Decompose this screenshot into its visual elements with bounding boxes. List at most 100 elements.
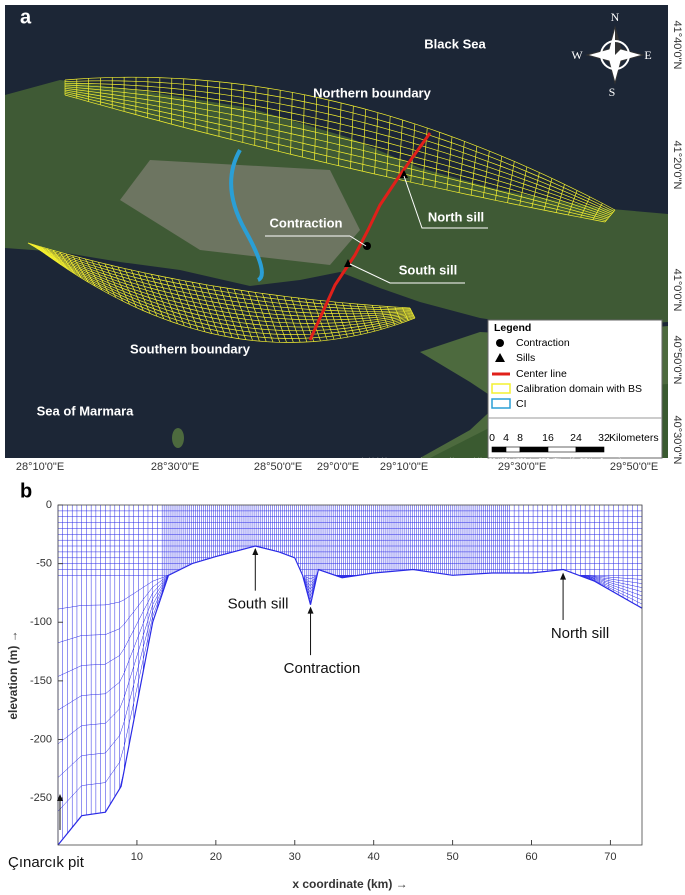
grid-cell-line	[374, 112, 379, 175]
grid-row-line	[32, 245, 413, 318]
grid-cell-line	[290, 92, 293, 155]
lon-label: 28°10'0"E	[16, 461, 64, 473]
grid-cell-line	[302, 94, 305, 158]
ci-river	[229, 149, 264, 282]
x-tick-label: 30	[289, 851, 301, 863]
y-tick-label: -50	[36, 558, 52, 570]
grid-row-line	[64, 82, 613, 214]
x-tick-label: 50	[446, 851, 458, 863]
grid-cell-line	[604, 209, 616, 223]
scale-tick: 8	[517, 432, 523, 444]
grid-cell-line	[338, 102, 342, 166]
map-urban	[120, 160, 360, 265]
x-tick-label: 20	[210, 851, 222, 863]
grid-cell-line	[495, 156, 503, 201]
grid-row-line	[36, 248, 414, 332]
lat-label: 41°20'0"N	[671, 141, 683, 190]
south-sill-marker	[344, 259, 352, 267]
grid-row-line	[27, 242, 411, 309]
grid-cell-line	[218, 81, 221, 137]
grid-row-line	[64, 86, 611, 216]
lon-label: 28°30'0"E	[151, 461, 199, 473]
compass-n: N	[611, 10, 620, 24]
grid-row-line	[64, 84, 612, 215]
lon-label: 29°50'0"E	[610, 461, 658, 473]
panel-label: a	[20, 6, 32, 28]
lon-labels: 28°10'0"E 28°30'0"E 28°50'0"E 29°0'0"E 29°10…	[16, 461, 658, 473]
grid-cell-line	[446, 136, 453, 191]
grid-cell-line	[507, 161, 515, 203]
grid-row-line	[64, 76, 616, 211]
grid-row-line	[39, 249, 416, 343]
panel-label: b	[20, 480, 32, 502]
y-tick-label: -100	[30, 616, 52, 628]
lat-label: 41°0'0"N	[671, 269, 683, 312]
source-text: Source: Esri, DigitalGlobe, GeoEye, Eart…	[338, 457, 624, 462]
grid-row-line	[35, 247, 414, 328]
grid-row-line	[64, 94, 606, 223]
grid-cell-line	[314, 97, 318, 161]
plot-frame	[57, 504, 643, 846]
grid-cell-line	[580, 196, 591, 218]
grid-cell-line	[458, 141, 465, 193]
mesh-layer	[57, 575, 643, 846]
grid-cell-line	[568, 190, 578, 216]
y-tick-label: -250	[30, 792, 52, 804]
lat-label: 41°40'0"N	[671, 21, 683, 70]
x-tick-label: 70	[604, 851, 616, 863]
grid-row-line	[34, 246, 413, 324]
grid-cell-line	[362, 109, 366, 172]
scale-segment	[505, 446, 521, 453]
grid-cell-line	[278, 90, 281, 152]
lat-labels: 41°40'0"N 41°20'0"N 41°0'0"N 40°50'0"N 40°30…	[671, 21, 683, 465]
grid-cell-line	[555, 184, 565, 213]
lat-label: 40°50'0"N	[671, 336, 683, 385]
scale-tick: 4	[503, 432, 509, 444]
grid-cell-line	[254, 86, 257, 146]
scale-tick: 32	[598, 432, 610, 444]
grid-cell-line	[326, 100, 330, 163]
annotation: Çınarcık pit	[8, 854, 85, 871]
legend-item: CI	[516, 398, 527, 410]
grid-row-line	[64, 80, 615, 212]
lon-label: 29°0'0"E	[317, 461, 359, 473]
legend-item: Center line	[516, 368, 567, 380]
leader-line	[403, 175, 488, 229]
grid-cell-line	[543, 178, 553, 211]
grids	[27, 76, 616, 343]
place-label: North sill	[428, 209, 484, 224]
mesh-layer	[57, 575, 643, 644]
grid-cell-line	[470, 146, 478, 196]
grid-row-line	[33, 246, 413, 321]
grid-cell-line	[386, 116, 391, 177]
grid-cell-line	[266, 88, 269, 149]
grid-row-line	[28, 243, 411, 310]
mesh-layer	[57, 575, 643, 745]
mesh-layer	[57, 575, 643, 711]
mesh-layer	[57, 575, 643, 610]
grid-cell-line	[410, 123, 416, 183]
grid-cell-line	[350, 106, 354, 169]
scale-segment	[519, 446, 549, 453]
annotation: South sill	[228, 596, 289, 613]
scale-segment	[547, 446, 577, 453]
scale-segment	[575, 446, 605, 453]
grid-row-line	[31, 244, 412, 315]
map-island	[172, 428, 184, 448]
lon-label: 28°50'0"E	[254, 461, 302, 473]
y-axis-label: elevation (m) →	[6, 630, 20, 719]
compass: N E S W	[571, 10, 651, 99]
annotation: North sill	[551, 625, 609, 642]
grid-cell-line	[206, 80, 209, 134]
arrow-head	[252, 548, 259, 556]
scale-tick: 16	[542, 432, 554, 444]
scale-bar: 0 4 8 16 24 32 Kilometers	[489, 432, 659, 453]
grid-cell-line	[230, 83, 233, 140]
axes: 10 20 30 40 50 60 70 0 -50 -100 -150 -200 -250 x coor…	[6, 499, 643, 891]
mesh-layer	[57, 575, 643, 778]
mesh	[57, 505, 643, 846]
mesh-layer	[57, 575, 643, 812]
grid-row-line	[29, 243, 411, 311]
place-label: Southern boundary	[130, 341, 251, 356]
